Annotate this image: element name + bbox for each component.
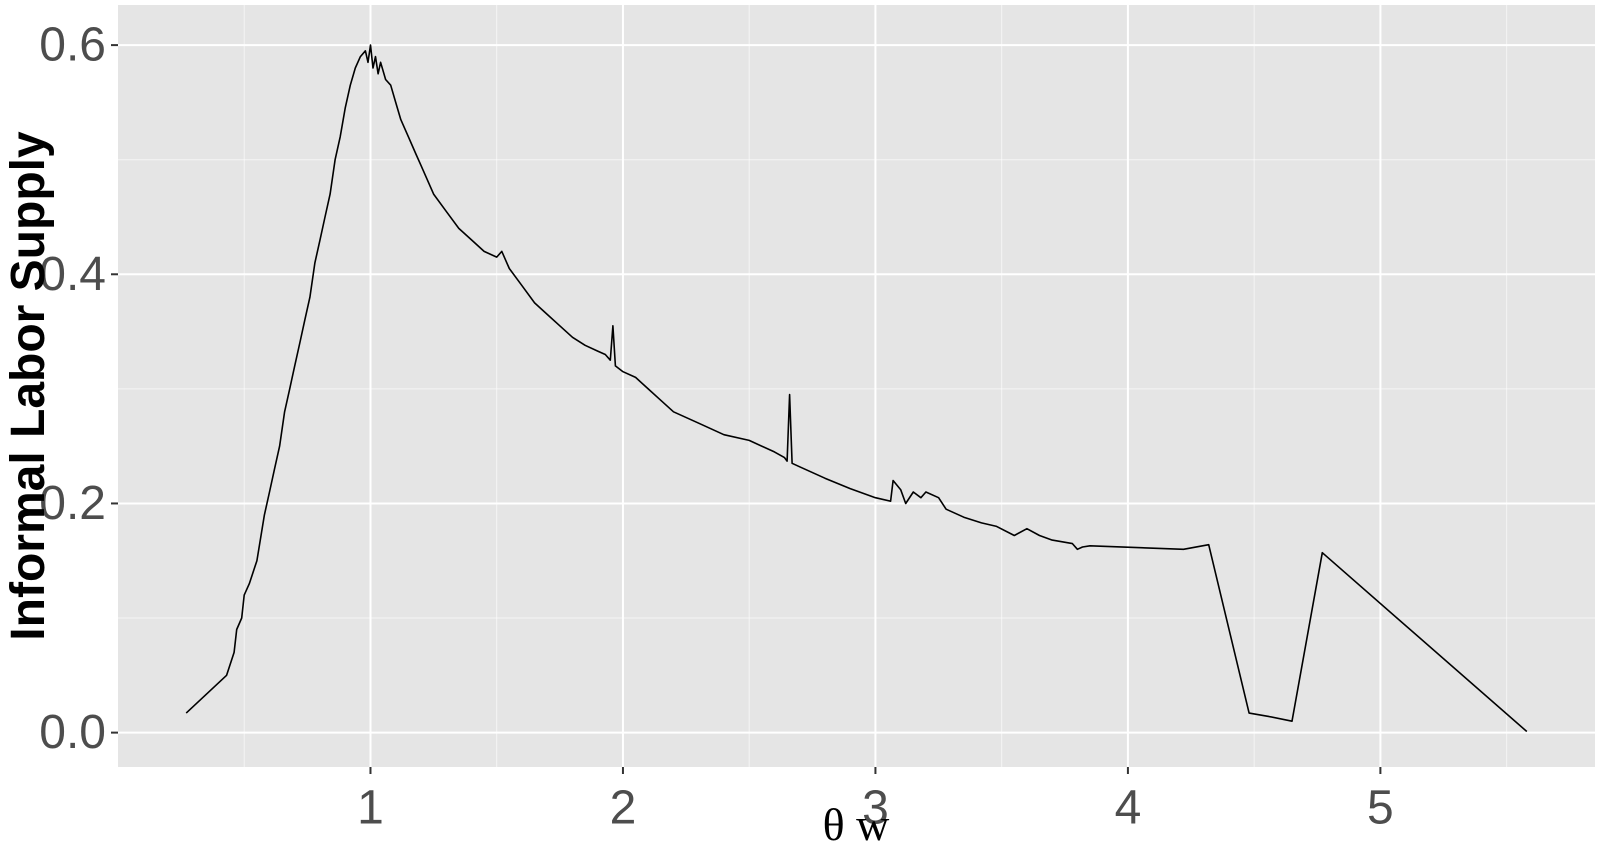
grid-minor — [118, 5, 1595, 767]
x-tick-label: 3 — [862, 782, 889, 835]
series-layer — [185, 44, 1528, 733]
y-tick-label: 0.4 — [39, 248, 106, 301]
y-tick-label: 0.6 — [39, 19, 106, 72]
y-tick-label: 0.2 — [39, 477, 106, 530]
grid-major — [118, 5, 1595, 767]
y-axis-title: Informal Labor Supply — [2, 131, 55, 641]
x-axis-title: θ w — [823, 799, 891, 850]
x-tick-label: 4 — [1115, 782, 1142, 835]
x-axis-ticks: 1 2 3 4 5 — [357, 767, 1394, 835]
x-tick-label: 2 — [610, 782, 637, 835]
x-tick-label: 5 — [1367, 782, 1394, 835]
y-tick-label: 0.0 — [39, 706, 106, 759]
y-axis-ticks: 0.0 0.2 0.4 0.6 — [39, 19, 118, 759]
series-line — [185, 44, 1528, 733]
plot-panel — [118, 5, 1595, 767]
x-tick-label: 1 — [357, 782, 384, 835]
